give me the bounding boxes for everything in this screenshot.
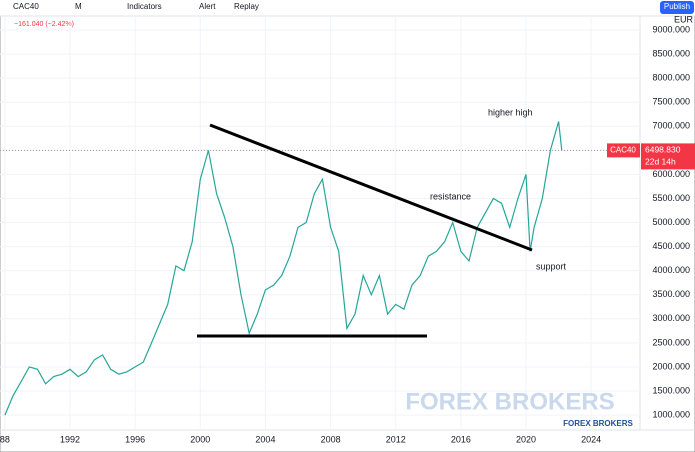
y-tick-label: 6000.000 — [652, 169, 690, 179]
annotation: resistance — [430, 191, 471, 201]
y-tick-label: 8000.000 — [652, 73, 690, 83]
plot — [0, 17, 640, 430]
y-tick-label: 5000.000 — [652, 217, 690, 227]
annotation: higher high — [488, 107, 533, 117]
interval[interactable]: M — [75, 2, 82, 11]
watermark: FOREX BROKERS — [405, 388, 614, 415]
x-tick-label: 2012 — [386, 434, 406, 444]
replay[interactable]: Replay — [234, 2, 259, 11]
x-tick-label: 2004 — [255, 434, 275, 444]
y-tick-label: 7500.000 — [652, 97, 690, 107]
toolbar — [0, 0, 695, 16]
series-name: CAC40 — [610, 146, 636, 155]
y-axis-label: EUR — [674, 14, 694, 24]
resistance-line — [209, 123, 533, 252]
price-line — [4, 121, 563, 416]
x-tick-label: 2016 — [451, 434, 471, 444]
indicators[interactable]: Indicators — [127, 2, 162, 11]
x-tick-label: 1996 — [125, 434, 145, 444]
y-tick-label: 7000.000 — [652, 121, 690, 131]
publish-button[interactable] — [660, 1, 694, 14]
y-tick-label: 5500.000 — [652, 193, 690, 203]
y-tick-label: 3500.000 — [652, 289, 690, 299]
annotation: support — [536, 261, 567, 271]
alert[interactable]: Alert — [199, 2, 216, 11]
x-tick-label: 2020 — [516, 434, 536, 444]
y-tick-label: 4500.000 — [652, 241, 690, 251]
y-tick-label: 2500.000 — [652, 337, 690, 347]
price-label-box — [641, 143, 695, 170]
y-tick-label: 4000.000 — [652, 265, 690, 275]
x-tick-label: 2000 — [190, 434, 210, 444]
watermark-small: FOREX BROKERS — [563, 419, 633, 428]
change: −161.040 (−2.42%) — [14, 21, 74, 28]
y-tick-label: 8500.000 — [652, 48, 690, 58]
y-tick-label: 1500.000 — [652, 385, 690, 395]
x-tick-label: 1992 — [60, 434, 80, 444]
countdown: 22d 14h — [645, 157, 676, 167]
x-tick-label: 88 — [0, 434, 10, 444]
y-tick-label: 3000.000 — [652, 313, 690, 323]
y-tick-label: 1000.000 — [652, 409, 690, 419]
y-tick-label: 2000.000 — [652, 361, 690, 371]
symbol[interactable]: CAC40 — [13, 2, 39, 11]
y-tick-label: 9000.000 — [652, 24, 690, 34]
last-price: 6498.830 — [645, 145, 681, 155]
x-tick-label: 2008 — [321, 434, 341, 444]
price-label-box — [607, 143, 640, 158]
publish[interactable]: Publish — [664, 2, 690, 11]
x-tick-label: 2024 — [581, 434, 601, 444]
